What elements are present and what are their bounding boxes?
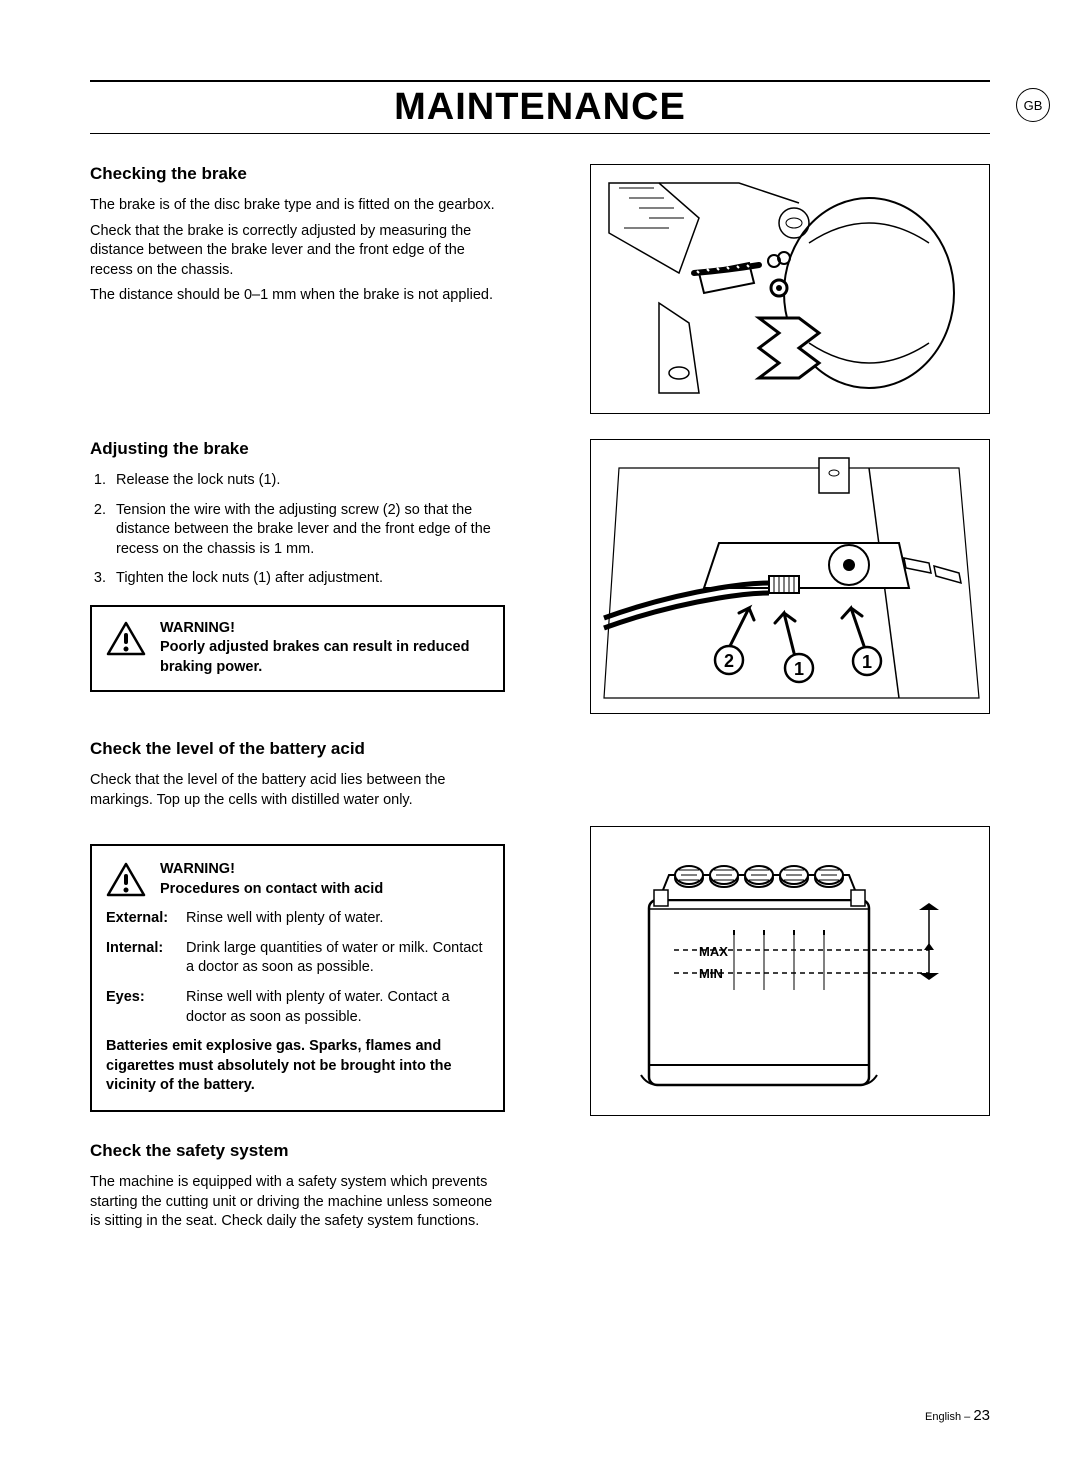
text-column: Checking the brake The brake is of the d… xyxy=(90,164,530,414)
warning-title: WARNING! xyxy=(160,860,383,880)
acid-value: Drink large quantities of water or milk.… xyxy=(186,939,489,978)
battery-illustration: MAX MIN xyxy=(590,826,990,1116)
heading-checking-brake: Checking the brake xyxy=(90,164,505,184)
heading-adjusting-brake: Adjusting the brake xyxy=(90,439,505,459)
acid-label: Internal: xyxy=(106,939,186,978)
section-adjusting-brake: Adjusting the brake Release the lock nut… xyxy=(90,439,990,714)
brake-diagram-svg xyxy=(599,173,983,407)
min-label: MIN xyxy=(699,966,723,981)
paragraph: Check that the level of the battery acid… xyxy=(90,771,505,810)
page-lang: English – xyxy=(925,1411,973,1423)
language-badge: GB xyxy=(1016,88,1050,122)
content: Checking the brake The brake is of the d… xyxy=(90,164,990,1263)
acid-row-external: External: Rinse well with plenty of wate… xyxy=(106,909,489,929)
text-column: Adjusting the brake Release the lock nut… xyxy=(90,439,530,714)
image-column xyxy=(530,164,990,414)
warning-subtitle: Procedures on contact with acid xyxy=(160,880,383,900)
page-num: 23 xyxy=(973,1407,990,1424)
warning-text: WARNING! Poorly adjusted brakes can resu… xyxy=(160,619,489,678)
adjusting-steps: Release the lock nuts (1). Tension the w… xyxy=(90,471,505,589)
page-header: MAINTENANCE GB xyxy=(90,80,990,134)
section-battery-acid: Check the level of the battery acid Chec… xyxy=(90,739,990,1116)
list-item: Release the lock nuts (1). xyxy=(110,471,505,491)
heading-battery-acid: Check the level of the battery acid xyxy=(90,739,505,759)
acid-label: Eyes: xyxy=(106,988,186,1027)
warning-title: WARNING! xyxy=(160,619,489,639)
warning-box-brake: WARNING! Poorly adjusted brakes can resu… xyxy=(90,605,505,692)
brake-adjust-svg: 2 1 1 xyxy=(599,448,983,707)
acid-footer: Batteries emit explosive gas. Sparks, fl… xyxy=(106,1037,489,1096)
callout-label: 1 xyxy=(862,652,872,672)
acid-row-eyes: Eyes: Rinse well with plenty of water. C… xyxy=(106,988,489,1027)
acid-label: External: xyxy=(106,909,186,929)
acid-warning-header: WARNING! Procedures on contact with acid xyxy=(106,860,489,899)
callout-label: 1 xyxy=(794,659,804,679)
section-checking-brake: Checking the brake The brake is of the d… xyxy=(90,164,990,414)
warning-text: WARNING! Procedures on contact with acid xyxy=(160,860,383,899)
page-title: MAINTENANCE xyxy=(394,86,686,129)
image-column: 2 1 1 xyxy=(530,439,990,714)
brake-illustration xyxy=(590,164,990,414)
heading-safety-system: Check the safety system xyxy=(90,1141,505,1161)
max-label: MAX xyxy=(699,944,728,959)
text-column: Check the level of the battery acid Chec… xyxy=(90,739,530,816)
acid-value: Rinse well with plenty of water. xyxy=(186,909,489,929)
paragraph: The machine is equipped with a safety sy… xyxy=(90,1173,505,1232)
section-safety-system: Check the safety system The machine is e… xyxy=(90,1141,990,1238)
text-column: Check the safety system The machine is e… xyxy=(90,1141,530,1238)
list-item: Tension the wire with the adjusting scre… xyxy=(110,501,505,560)
page-number: English – 23 xyxy=(925,1407,990,1424)
warning-icon xyxy=(106,621,146,657)
warning-icon xyxy=(106,862,146,898)
callout-label: 2 xyxy=(724,651,734,671)
brake-adjust-illustration: 2 1 1 xyxy=(590,439,990,714)
warning-body: Poorly adjusted brakes can result in red… xyxy=(160,638,489,677)
battery-svg: MAX MIN xyxy=(599,835,983,1109)
image-column: MAX MIN xyxy=(530,826,990,1116)
paragraph: Check that the brake is correctly adjust… xyxy=(90,222,505,281)
warning-box-acid: WARNING! Procedures on contact with acid… xyxy=(90,844,505,1112)
acid-row-internal: Internal: Drink large quantities of wate… xyxy=(106,939,489,978)
paragraph: The brake is of the disc brake type and … xyxy=(90,196,505,216)
list-item: Tighten the lock nuts (1) after adjustme… xyxy=(110,569,505,589)
text-column: WARNING! Procedures on contact with acid… xyxy=(90,826,530,1116)
acid-value: Rinse well with plenty of water. Contact… xyxy=(186,988,489,1027)
paragraph: The distance should be 0–1 mm when the b… xyxy=(90,286,505,306)
